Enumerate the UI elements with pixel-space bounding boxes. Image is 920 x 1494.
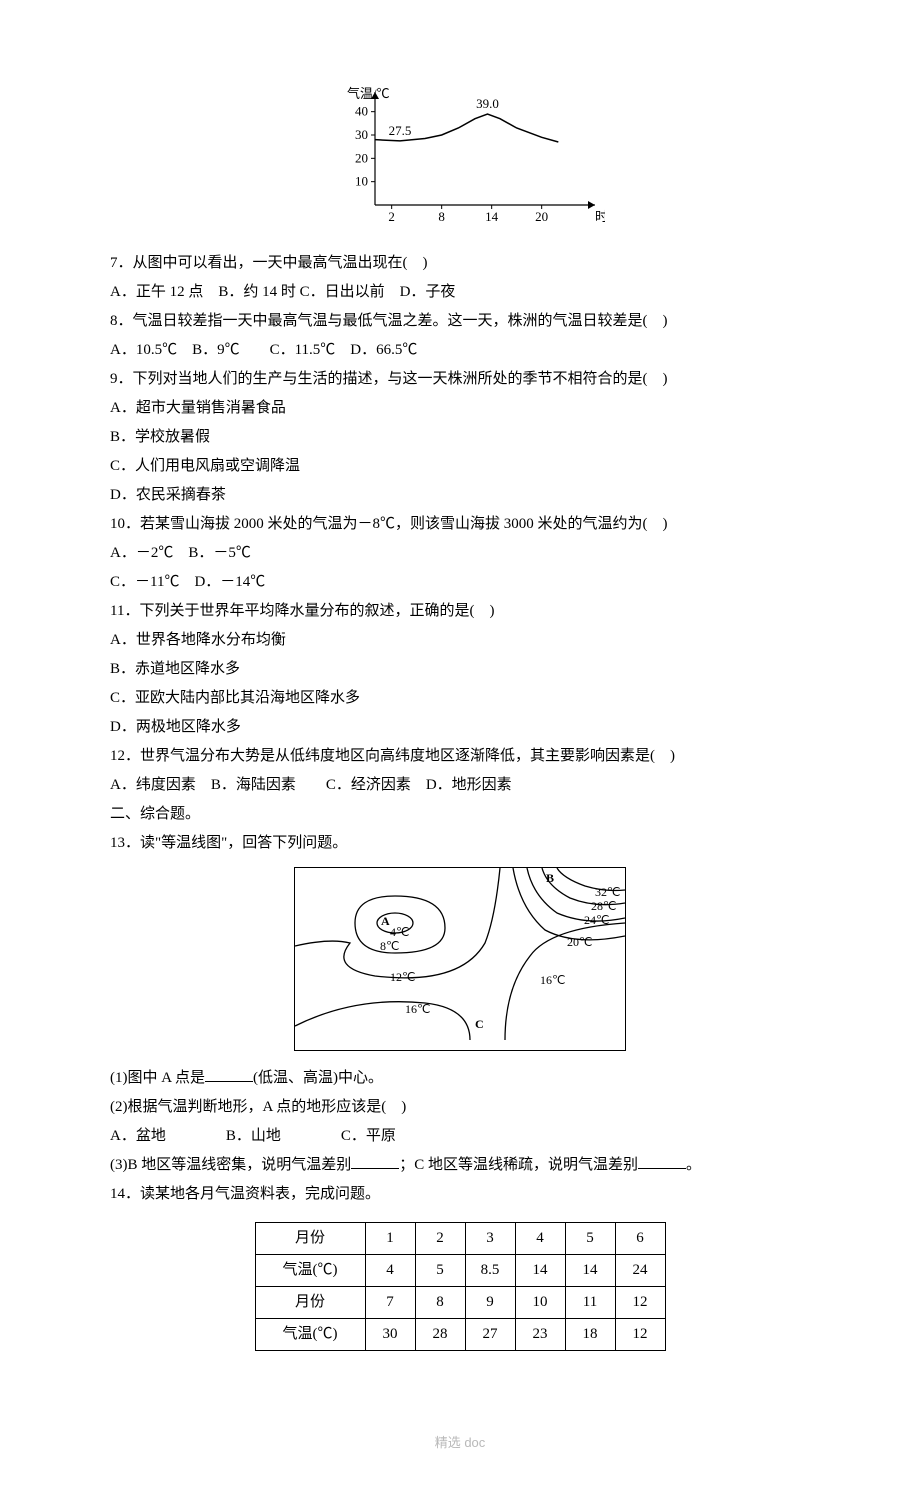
svg-text:8℃: 8℃ bbox=[380, 939, 399, 953]
table-cell: 7 bbox=[365, 1287, 415, 1319]
q10-opts-1: A．－2℃ B．－5℃ bbox=[110, 540, 810, 567]
svg-text:30: 30 bbox=[355, 127, 368, 142]
table-cell: 9 bbox=[465, 1287, 515, 1319]
blank-fill[interactable] bbox=[638, 1154, 686, 1169]
table-row: 月份 1 2 3 4 5 6 bbox=[255, 1223, 665, 1255]
svg-text:B: B bbox=[546, 871, 554, 885]
table-cell: 18 bbox=[565, 1319, 615, 1351]
isoline-map: A B C 4℃8℃ 12℃ 16℃ 16℃ 20℃ 24℃28℃32℃ bbox=[294, 867, 626, 1051]
svg-text:40: 40 bbox=[355, 104, 368, 119]
q10-stem: 10．若某雪山海拔 2000 米处的气温为－8℃，则该雪山海拔 3000 米处的… bbox=[110, 511, 810, 538]
table-cell: 27 bbox=[465, 1319, 515, 1351]
table-cell: 30 bbox=[365, 1319, 415, 1351]
svg-text:8: 8 bbox=[438, 209, 445, 224]
q9-opt-d: D．农民采摘春茶 bbox=[110, 482, 810, 509]
table-cell: 23 bbox=[515, 1319, 565, 1351]
table-row: 月份 7 8 9 10 11 12 bbox=[255, 1287, 665, 1319]
table-cell: 24 bbox=[615, 1255, 665, 1287]
q13-p1-b: (低温、高温)中心。 bbox=[253, 1070, 383, 1086]
q13-p3-a: (3)B 地区等温线密集，说明气温差别 bbox=[110, 1157, 351, 1173]
svg-text:A: A bbox=[381, 914, 390, 928]
table-cell: 5 bbox=[415, 1255, 465, 1287]
q8-options: A．10.5℃ B．9℃ C．11.5℃ D．66.5℃ bbox=[110, 337, 810, 364]
q11-opt-a: A．世界各地降水分布均衡 bbox=[110, 627, 810, 654]
table-header: 气温(℃) bbox=[255, 1255, 365, 1287]
svg-text:4℃: 4℃ bbox=[390, 925, 409, 939]
q11-opt-b: B．赤道地区降水多 bbox=[110, 656, 810, 683]
svg-text:2: 2 bbox=[388, 209, 395, 224]
blank-fill[interactable] bbox=[205, 1067, 253, 1082]
chart-svg: 10 20 30 40 2 8 14 20 气温/℃ 时 27.5 39.0 bbox=[315, 80, 605, 230]
q13-p1-a: (1)图中 A 点是 bbox=[110, 1070, 205, 1086]
svg-text:39.0: 39.0 bbox=[476, 96, 499, 111]
table-cell: 1 bbox=[365, 1223, 415, 1255]
monthly-temperature-table: 月份 1 2 3 4 5 6 气温(℃) 4 5 8.5 14 14 24 月份… bbox=[255, 1222, 666, 1351]
table-row: 气温(℃) 30 28 27 23 18 12 bbox=[255, 1319, 665, 1351]
q9-opt-a: A．超市大量销售消暑食品 bbox=[110, 395, 810, 422]
q11-opt-c: C．亚欧大陆内部比其沿海地区降水多 bbox=[110, 685, 810, 712]
q13-stem: 13．读"等温线图"，回答下列问题。 bbox=[110, 830, 810, 857]
q9-opt-c: C．人们用电风扇或空调降温 bbox=[110, 453, 810, 480]
q13-part3: (3)B 地区等温线密集，说明气温差别 ；C 地区等温线稀疏，说明气温差别 。 bbox=[110, 1152, 810, 1179]
svg-text:20: 20 bbox=[535, 209, 548, 224]
table-cell: 12 bbox=[615, 1287, 665, 1319]
q9-stem: 9．下列对当地人们的生产与生活的描述，与这一天株洲所处的季节不相符合的是( ) bbox=[110, 366, 810, 393]
q13-p3-b: ；C 地区等温线稀疏，说明气温差别 bbox=[399, 1157, 638, 1173]
svg-text:16℃: 16℃ bbox=[405, 1002, 430, 1016]
table-cell: 4 bbox=[515, 1223, 565, 1255]
svg-text:20: 20 bbox=[355, 150, 368, 165]
table-cell: 28 bbox=[415, 1319, 465, 1351]
table-cell: 14 bbox=[515, 1255, 565, 1287]
table-cell: 6 bbox=[615, 1223, 665, 1255]
q9-opt-b: B．学校放暑假 bbox=[110, 424, 810, 451]
table-cell: 12 bbox=[615, 1319, 665, 1351]
table-cell: 5 bbox=[565, 1223, 615, 1255]
svg-text:C: C bbox=[475, 1017, 484, 1031]
table-cell: 11 bbox=[565, 1287, 615, 1319]
svg-text:20℃: 20℃ bbox=[567, 935, 592, 949]
table-cell: 10 bbox=[515, 1287, 565, 1319]
q10-opts-2: C．－11℃ D．－14℃ bbox=[110, 569, 810, 596]
q13-part2: (2)根据气温判断地形，A 点的地形应该是( ) bbox=[110, 1094, 810, 1121]
svg-text:10: 10 bbox=[355, 174, 368, 189]
section-2-title: 二、综合题。 bbox=[110, 801, 810, 828]
table-cell: 8.5 bbox=[465, 1255, 515, 1287]
temperature-line-chart: 10 20 30 40 2 8 14 20 气温/℃ 时 27.5 39.0 bbox=[315, 80, 605, 240]
table-cell: 8 bbox=[415, 1287, 465, 1319]
table-cell: 14 bbox=[565, 1255, 615, 1287]
temperature-chart-container: 10 20 30 40 2 8 14 20 气温/℃ 时 27.5 39.0 bbox=[110, 80, 810, 240]
isoline-map-container: A B C 4℃8℃ 12℃ 16℃ 16℃ 20℃ 24℃28℃32℃ bbox=[110, 867, 810, 1051]
svg-text:16℃: 16℃ bbox=[540, 973, 565, 987]
q11-opt-d: D．两极地区降水多 bbox=[110, 714, 810, 741]
table-cell: 4 bbox=[365, 1255, 415, 1287]
svg-text:12℃: 12℃ bbox=[390, 970, 415, 984]
table-header: 气温(℃) bbox=[255, 1319, 365, 1351]
table-header: 月份 bbox=[255, 1287, 365, 1319]
q13-part1: (1)图中 A 点是 (低温、高温)中心。 bbox=[110, 1065, 810, 1092]
q8-stem: 8．气温日较差指一天中最高气温与最低气温之差。这一天，株洲的气温日较差是( ) bbox=[110, 308, 810, 335]
isoline-svg: A B C 4℃8℃ 12℃ 16℃ 16℃ 20℃ 24℃28℃32℃ bbox=[295, 868, 625, 1040]
table-cell: 2 bbox=[415, 1223, 465, 1255]
q11-stem: 11．下列关于世界年平均降水量分布的叙述，正确的是( ) bbox=[110, 598, 810, 625]
q7-options: A．正午 12 点 B．约 14 时 C．日出以前 D．子夜 bbox=[110, 279, 810, 306]
svg-text:气温/℃: 气温/℃ bbox=[347, 86, 390, 101]
svg-text:32℃: 32℃ bbox=[595, 885, 620, 899]
table-header: 月份 bbox=[255, 1223, 365, 1255]
q12-options: A．纬度因素 B．海陆因素 C．经济因素 D．地形因素 bbox=[110, 772, 810, 799]
svg-text:27.5: 27.5 bbox=[389, 123, 412, 138]
q12-stem: 12．世界气温分布大势是从低纬度地区向高纬度地区逐渐降低，其主要影响因素是( ) bbox=[110, 743, 810, 770]
page-footer: 精选 doc bbox=[110, 1431, 810, 1454]
svg-text:28℃: 28℃ bbox=[591, 899, 616, 913]
svg-text:24℃: 24℃ bbox=[584, 913, 609, 927]
q7-stem: 7．从图中可以看出，一天中最高气温出现在( ) bbox=[110, 250, 810, 277]
q13-part2-opts: A．盆地 B．山地 C．平原 bbox=[110, 1123, 810, 1150]
svg-text:时: 时 bbox=[595, 209, 605, 224]
table-row: 气温(℃) 4 5 8.5 14 14 24 bbox=[255, 1255, 665, 1287]
blank-fill[interactable] bbox=[351, 1154, 399, 1169]
svg-text:14: 14 bbox=[485, 209, 499, 224]
q13-p3-c: 。 bbox=[686, 1157, 701, 1173]
q14-stem: 14．读某地各月气温资料表，完成问题。 bbox=[110, 1181, 810, 1208]
table-cell: 3 bbox=[465, 1223, 515, 1255]
